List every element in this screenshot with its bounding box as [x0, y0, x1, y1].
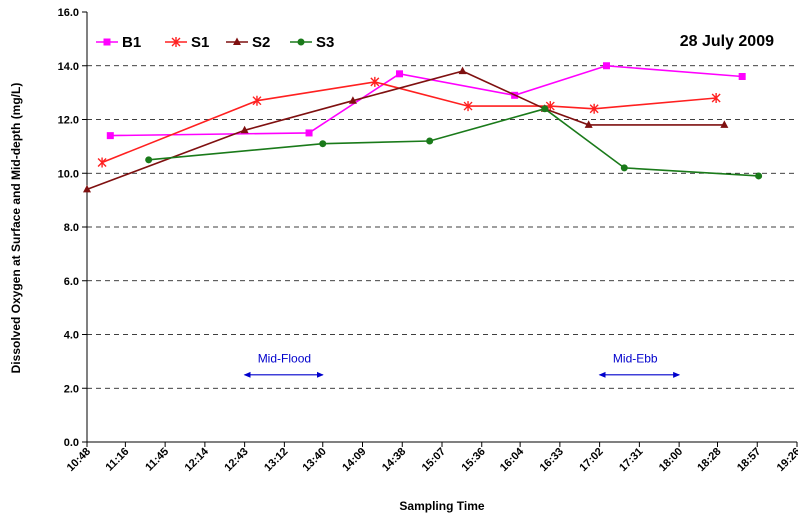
- annotation-label: Mid-Ebb: [613, 352, 658, 366]
- legend-marker-s1: [171, 37, 181, 47]
- legend-item-s3: S3: [290, 34, 334, 51]
- data-point-s1: [370, 76, 380, 87]
- data-point-s1: [463, 101, 473, 112]
- x-tick-label: 12:43: [222, 446, 250, 474]
- data-point-s3: [620, 164, 628, 172]
- data-point-s1: [589, 103, 599, 114]
- x-tick-label: 10:48: [65, 446, 93, 474]
- data-point-b1: [396, 70, 404, 78]
- data-point-s3: [755, 172, 763, 180]
- legend-item-b1: B1: [96, 34, 141, 51]
- x-tick-label: 16:33: [538, 446, 566, 474]
- data-point-s3: [319, 140, 327, 148]
- x-tick-label: 18:00: [657, 446, 685, 474]
- data-point-b1: [602, 62, 610, 70]
- annotation-label: Mid-Flood: [258, 352, 311, 366]
- data-point-s2: [584, 120, 593, 128]
- y-tick-label: 12.0: [58, 115, 79, 127]
- data-point-s2: [720, 120, 729, 128]
- x-tick-label: 16:04: [498, 445, 527, 474]
- data-point-s1: [97, 157, 107, 168]
- x-tick-label: 15:36: [459, 446, 487, 474]
- legend-label-s1: S1: [191, 34, 209, 51]
- x-tick-label: 13:12: [262, 446, 290, 474]
- grid: [87, 65, 797, 389]
- series-s3: [145, 105, 763, 180]
- x-tick-label: 11:16: [104, 446, 132, 474]
- x-tick-label: 19:26: [775, 446, 798, 474]
- x-tick-label: 17:31: [617, 446, 645, 474]
- y-tick-label: 2.0: [64, 383, 79, 395]
- x-axis-title: Sampling Time: [399, 499, 484, 513]
- series-s1: [97, 76, 721, 168]
- x-tick-label: 18:57: [735, 446, 763, 474]
- x-tick-label: 11:45: [143, 446, 171, 474]
- y-tick-label: 6.0: [64, 276, 79, 288]
- series: [83, 62, 763, 193]
- y-tick-label: 10.0: [58, 168, 79, 180]
- data-point-s1: [711, 93, 721, 103]
- tick-labels: 0.0 2.0 4.0 6.0 8.0 10.0 12.0 14.0 16.0 10:48 11:1…: [58, 7, 798, 474]
- series-line-s1: [101, 81, 717, 164]
- y-tick-label: 0.0: [64, 437, 79, 449]
- x-tick-label: 13:40: [300, 446, 328, 474]
- y-axis-title: Dissolved Oxygen at Surface and Mid-dept…: [9, 83, 23, 374]
- legend-marker-b1: [103, 38, 111, 46]
- legend-label-s2: S2: [252, 34, 270, 51]
- x-tick-label: 12:14: [183, 445, 212, 474]
- x-tick-label: 17:02: [577, 446, 605, 474]
- legend-label-b1: B1: [122, 34, 141, 51]
- data-point-s1: [252, 95, 262, 106]
- data-point-s3: [426, 137, 434, 145]
- legend-item-s1: S1: [165, 34, 209, 51]
- data-point-s2: [348, 96, 357, 104]
- legend-item-s2: S2: [226, 34, 270, 51]
- axes: [82, 11, 798, 447]
- data-point-s2: [240, 125, 249, 134]
- annotations: Mid-Flood Mid-Ebb: [243, 352, 681, 378]
- series-b1: [106, 62, 746, 140]
- data-point-s3: [145, 156, 153, 164]
- y-tick-label: 16.0: [58, 7, 79, 19]
- series-line-b1: [110, 64, 743, 137]
- data-point-b1: [106, 132, 114, 140]
- data-point-b1: [305, 129, 313, 137]
- x-tick-label: 18:28: [695, 446, 723, 474]
- date-label: 28 July 2009: [680, 33, 774, 50]
- legend-marker-s3: [297, 38, 305, 46]
- data-point-s2: [458, 66, 467, 75]
- y-tick-label: 14.0: [58, 61, 79, 73]
- legend: B1 S1 S2 S3: [96, 34, 334, 51]
- legend-label-s3: S3: [316, 34, 334, 51]
- y-tick-label: 8.0: [64, 222, 79, 234]
- data-point-s2: [83, 184, 91, 193]
- x-tick-label: 15:07: [420, 446, 448, 474]
- x-tick-label: 14:09: [340, 446, 368, 474]
- y-tick-label: 4.0: [64, 330, 79, 342]
- data-point-s3: [541, 105, 549, 113]
- series-line-s3: [148, 107, 759, 177]
- data-point-b1: [738, 73, 746, 80]
- x-tick-label: 14:38: [380, 446, 408, 474]
- legend-marker-s2: [233, 37, 241, 45]
